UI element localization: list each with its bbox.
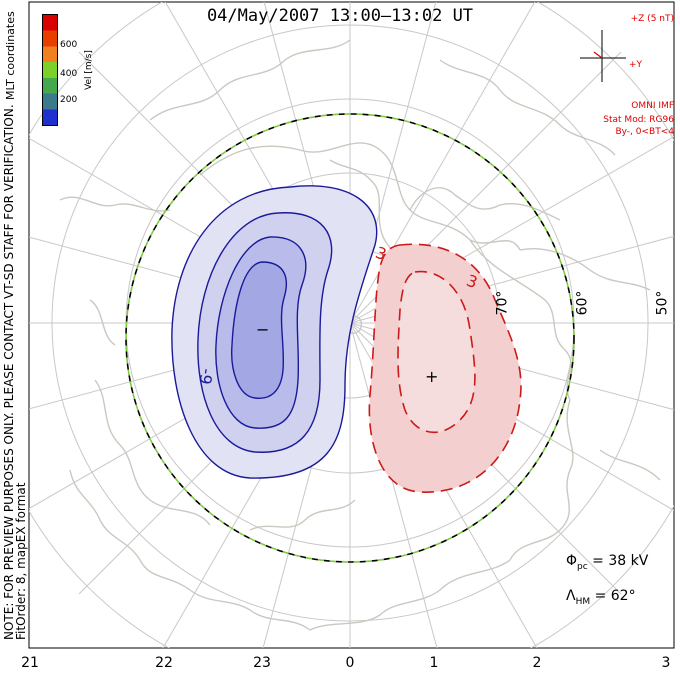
imf-condition: By-, 0<BT<4	[615, 127, 674, 137]
colorbar-tick-600: 600	[60, 40, 78, 50]
mlt-label-21: 21	[21, 655, 39, 671]
potential-maximum-marker: +	[425, 367, 439, 386]
positive-potential-cell	[368, 243, 522, 493]
hmb-latitude: ΛHM = 62°	[566, 588, 636, 607]
imf-scale-label: +Z (5 nT)	[630, 14, 674, 24]
cross-polar-potential: Φpc = 38 kV	[566, 553, 649, 572]
colorbar-unit: Vel [m/s]	[84, 50, 94, 90]
mlt-label-3: 3	[661, 655, 671, 671]
potential-minimum-marker: −	[256, 320, 270, 339]
coastlines	[59, 39, 661, 631]
imf-clock-dial	[580, 30, 626, 82]
mlt-label-23: 23	[253, 655, 271, 671]
hmb-boundary-black	[125, 113, 575, 563]
map-title: 04/May/2007 13:00–13:02 UT	[206, 6, 474, 26]
mlt-label-22: 22	[155, 655, 173, 671]
lat-label-50: 50°	[654, 290, 671, 316]
lat-label-70: 70°	[494, 290, 511, 316]
hmb-boundary-green	[125, 113, 575, 563]
lat-label-60: 60°	[574, 290, 591, 316]
imf-panel: +Z (5 nT) +Y OMNI IMF Stat Mod: RG96 By-…	[574, 8, 674, 148]
colorbar-tick-400: 400	[60, 69, 78, 79]
imf-y-label: +Y	[628, 60, 642, 70]
colorbar-tick-200: 200	[60, 95, 78, 105]
plot-frame	[28, 1, 675, 649]
negative-potential-cell	[171, 185, 378, 479]
mlt-label-0: 0	[345, 655, 355, 671]
mlt-label-2: 2	[532, 655, 542, 671]
mlt-label-1: 1	[429, 655, 439, 671]
velocity-colorbar	[42, 14, 58, 126]
imf-model: Stat Mod: RG96	[603, 115, 674, 125]
negative-contour-label: -9	[195, 366, 217, 387]
fit-info: FitOrder: 8, mapEX format	[14, 482, 28, 640]
coordinate-label: MLT coordinates	[4, 11, 17, 100]
imf-source: OMNI IMF	[631, 101, 674, 111]
